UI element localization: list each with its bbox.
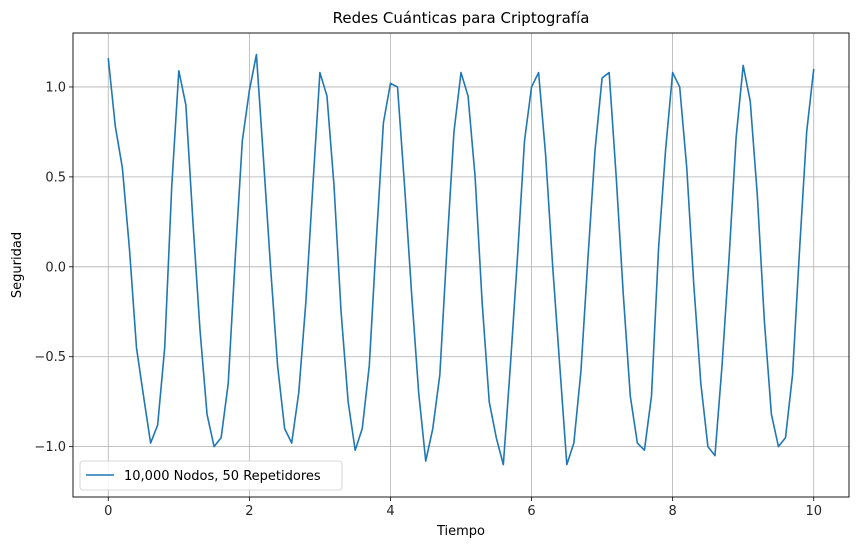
y-tick-label: 0.0 xyxy=(45,260,66,275)
y-axis-label: Seguridad xyxy=(10,232,25,298)
ticks: 0 2 4 6 8 10 −1.0 −0.5 0.0 0.5 1.0 xyxy=(34,80,822,519)
y-tick-label: −0.5 xyxy=(34,350,66,365)
legend: 10,000 Nodos, 50 Repetidores xyxy=(79,460,343,491)
x-tick-label: 6 xyxy=(527,504,535,519)
plot-frame xyxy=(72,32,850,498)
y-tick-label: 0.5 xyxy=(45,170,66,185)
y-tick-label: 1.0 xyxy=(45,80,66,95)
x-tick-label: 0 xyxy=(104,504,112,519)
x-axis-label: Tiempo xyxy=(436,524,485,539)
legend-label: 10,000 Nodos, 50 Repetidores xyxy=(124,469,321,484)
y-tick-label: −1.0 xyxy=(34,440,66,455)
series-line xyxy=(107,53,815,466)
x-tick-label: 2 xyxy=(245,504,253,519)
legend-box xyxy=(79,460,343,491)
x-tick-label: 10 xyxy=(805,504,822,519)
grid xyxy=(73,33,849,497)
x-tick-label: 4 xyxy=(386,504,394,519)
x-tick-label: 8 xyxy=(668,504,676,519)
plot-background xyxy=(73,33,849,497)
chart-title: Redes Cuánticas para Criptografía xyxy=(333,9,590,27)
